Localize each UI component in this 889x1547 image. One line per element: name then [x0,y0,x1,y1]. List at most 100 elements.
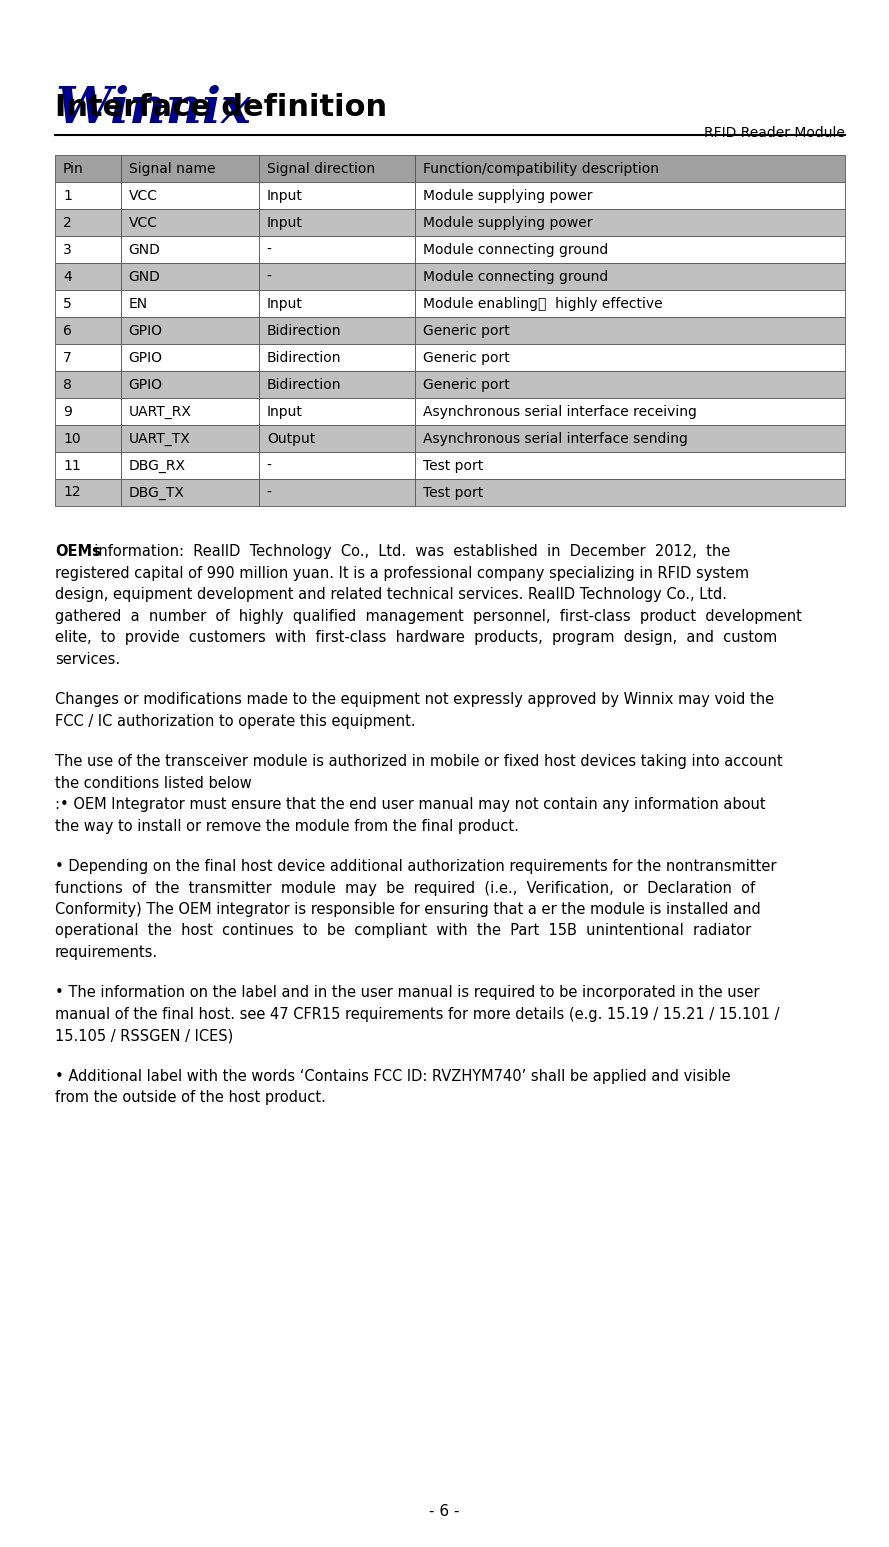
Text: GPIO: GPIO [129,377,163,391]
Text: Input: Input [267,215,302,229]
Text: Test port: Test port [423,458,484,472]
Text: DBG_RX: DBG_RX [129,458,186,472]
Bar [415,452,845,480]
Text: gathered  a  number  of  highly  qualified  management  personnel,  first-class : gathered a number of highly qualified ma… [55,608,802,623]
Text: FCC / IC authorization to operate this equipment.: FCC / IC authorization to operate this e… [55,713,416,729]
Text: Output: Output [267,432,315,446]
Text: Module connecting ground: Module connecting ground [423,269,608,283]
Text: Function/compatibility description: Function/compatibility description [423,161,660,175]
Bar [259,155,415,183]
Text: - 6 -: - 6 - [429,1505,460,1519]
Text: elite,  to  provide  customers  with  first-class  hardware  products,  program : elite, to provide customers with first-c… [55,630,777,645]
Bar [121,343,259,371]
Bar [55,263,121,289]
Text: Winnix: Winnix [55,85,251,135]
Text: Test port: Test port [423,486,484,500]
Text: Module enabling，  highly effective: Module enabling， highly effective [423,297,663,311]
Text: Bidirection: Bidirection [267,351,341,365]
Bar [259,183,415,209]
Text: GND: GND [129,269,160,283]
Text: Asynchronous serial interface sending: Asynchronous serial interface sending [423,432,688,446]
Bar [121,183,259,209]
Text: design, equipment development and related technical services. RealID Technology : design, equipment development and relate… [55,586,727,602]
Bar [55,452,121,480]
Bar [55,398,121,425]
Text: 7: 7 [63,351,72,365]
Text: information:  RealID  Technology  Co.,  Ltd.  was  established  in  December  20: information: RealID Technology Co., Ltd.… [85,545,731,558]
Text: 2: 2 [63,215,72,229]
Bar [259,425,415,452]
Text: Input: Input [267,297,302,311]
Bar [55,155,121,183]
Text: 1: 1 [63,189,72,203]
Bar [259,452,415,480]
Bar [55,289,121,317]
Text: The use of the transceiver module is authorized in mobile or fixed host devices : The use of the transceiver module is aut… [55,753,782,769]
Bar [415,398,845,425]
Bar [55,237,121,263]
Text: DBG_TX: DBG_TX [129,486,184,500]
Bar [259,398,415,425]
Text: Signal direction: Signal direction [267,161,375,175]
Text: Module supplying power: Module supplying power [423,189,593,203]
Text: operational  the  host  continues  to  be  compliant  with  the  Part  15B  unin: operational the host continues to be com… [55,924,751,939]
Bar [121,371,259,398]
Text: • The information on the label and in the user manual is required to be incorpor: • The information on the label and in th… [55,985,759,1001]
Text: • Depending on the final host device additional authorization requirements for t: • Depending on the final host device add… [55,859,776,874]
Text: 4: 4 [63,269,72,283]
Text: from the outside of the host product.: from the outside of the host product. [55,1091,326,1106]
Text: 8: 8 [63,377,72,391]
Bar [259,317,415,343]
Text: 5: 5 [63,297,72,311]
Text: Signal name: Signal name [129,161,215,175]
Text: • Additional label with the words ‘Contains FCC ID: RVZHYM740’ shall be applied : • Additional label with the words ‘Conta… [55,1069,731,1084]
Text: 9: 9 [63,404,72,419]
Text: Input: Input [267,189,302,203]
Text: UART_RX: UART_RX [129,404,191,419]
Text: VCC: VCC [129,215,157,229]
Bar [415,183,845,209]
Bar [121,237,259,263]
Text: Pin: Pin [63,161,84,175]
Bar [259,237,415,263]
Bar [259,289,415,317]
Bar [121,263,259,289]
Bar [415,155,845,183]
Bar [121,317,259,343]
Text: 12: 12 [63,486,81,500]
Text: -: - [267,486,272,500]
Text: functions  of  the  transmitter  module  may  be  required  (i.e.,  Verification: functions of the transmitter module may … [55,880,755,896]
Text: Generic port: Generic port [423,351,510,365]
Bar [415,317,845,343]
Text: 6: 6 [63,323,72,337]
Text: Interface definition: Interface definition [55,93,387,122]
Bar [415,425,845,452]
Bar [55,371,121,398]
Text: VCC: VCC [129,189,157,203]
Bar [55,209,121,237]
Text: :• OEM Integrator must ensure that the end user manual may not contain any infor: :• OEM Integrator must ensure that the e… [55,797,765,812]
Text: Module connecting ground: Module connecting ground [423,243,608,257]
Text: registered capital of 990 million yuan. It is a professional company specializin: registered capital of 990 million yuan. … [55,566,749,580]
Bar [55,183,121,209]
Text: the conditions listed below: the conditions listed below [55,775,252,791]
Bar [55,480,121,506]
Text: 15.105 / RSSGEN / ICES): 15.105 / RSSGEN / ICES) [55,1029,233,1044]
Bar [415,209,845,237]
Text: -: - [267,243,272,257]
Text: services.: services. [55,651,120,667]
Text: Bidirection: Bidirection [267,323,341,337]
Bar [415,480,845,506]
Text: GND: GND [129,243,160,257]
Bar [259,209,415,237]
Text: requirements.: requirements. [55,945,158,961]
Bar [259,480,415,506]
Text: EN: EN [129,297,148,311]
Text: Bidirection: Bidirection [267,377,341,391]
Bar [415,371,845,398]
Bar [121,398,259,425]
Text: Module supplying power: Module supplying power [423,215,593,229]
Text: GPIO: GPIO [129,351,163,365]
Text: the way to install or remove the module from the final product.: the way to install or remove the module … [55,818,519,834]
Text: -: - [267,458,272,472]
